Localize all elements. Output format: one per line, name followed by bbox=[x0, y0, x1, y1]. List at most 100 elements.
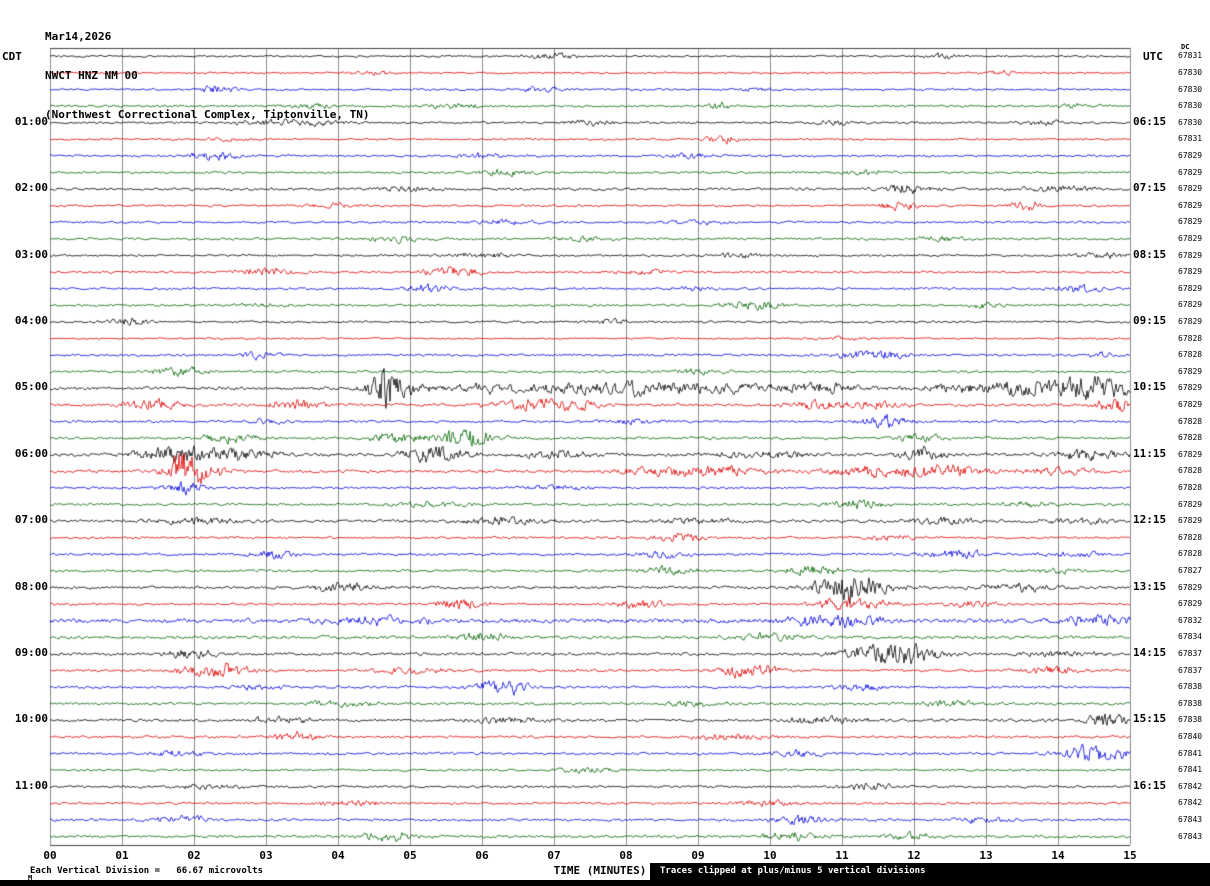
dc-value: 67828 bbox=[1178, 482, 1203, 492]
dc-value: 67838 bbox=[1178, 698, 1203, 708]
minute-tick-label: 15 bbox=[1123, 849, 1137, 862]
utc-hour-label: 14:15 bbox=[1133, 645, 1167, 659]
dc-value: 67829 bbox=[1178, 217, 1203, 227]
cdt-hour-label: 09:00 bbox=[14, 645, 48, 659]
minute-tick-label: 10 bbox=[763, 849, 777, 862]
cdt-hour-label: 01:00 bbox=[14, 114, 48, 128]
dc-value: 67828 bbox=[1178, 350, 1203, 360]
minute-tick-label: 13 bbox=[979, 849, 993, 862]
dc-value: 67828 bbox=[1178, 549, 1203, 559]
cdt-hour-label: 03:00 bbox=[14, 247, 48, 261]
minute-tick-label: 01 bbox=[115, 849, 129, 862]
dc-value: 67829 bbox=[1178, 599, 1203, 609]
dc-value: 67829 bbox=[1178, 233, 1203, 243]
dc-value: 67842 bbox=[1178, 798, 1203, 808]
dc-value: 67829 bbox=[1178, 283, 1203, 293]
minute-tick-label: 02 bbox=[187, 849, 201, 862]
minute-tick-label: 12 bbox=[907, 849, 921, 862]
dc-value: 67832 bbox=[1178, 615, 1203, 625]
plot-header: Mar14,2026 NWCT HNZ NM 00 (Northwest Cor… bbox=[45, 4, 370, 147]
utc-hour-label: 15:15 bbox=[1133, 712, 1167, 726]
minute-tick-label: 11 bbox=[835, 849, 849, 862]
dc-value: 67828 bbox=[1178, 532, 1203, 542]
cdt-hour-label: 04:00 bbox=[14, 313, 48, 327]
minute-tick-label: 03 bbox=[259, 849, 273, 862]
dc-value: 67829 bbox=[1178, 150, 1203, 160]
dc-value: 67837 bbox=[1178, 648, 1203, 658]
dc-value: 67831 bbox=[1178, 51, 1203, 61]
utc-hour-label: 07:15 bbox=[1133, 181, 1167, 195]
cdt-hour-label: 08:00 bbox=[14, 579, 48, 593]
minute-tick-label: 09 bbox=[691, 849, 705, 862]
dc-value: 67829 bbox=[1178, 582, 1203, 592]
station-location: (Northwest Correctional Complex, Tiptonv… bbox=[45, 108, 370, 121]
dc-value: 67828 bbox=[1178, 333, 1203, 343]
dc-value: 67829 bbox=[1178, 250, 1203, 260]
dc-value: 67830 bbox=[1178, 67, 1203, 77]
minute-tick-label: 04 bbox=[331, 849, 345, 862]
dc-value: 67829 bbox=[1178, 167, 1203, 177]
clip-note: Traces clipped at plus/minus 5 vertical … bbox=[660, 866, 926, 876]
minute-tick-label: 06 bbox=[475, 849, 489, 862]
dc-value: 67841 bbox=[1178, 765, 1203, 775]
bottom-bar bbox=[0, 880, 1210, 886]
dc-value: 67829 bbox=[1178, 184, 1203, 194]
dc-column-label: DC bbox=[1181, 43, 1190, 51]
cdt-hour-label: 07:00 bbox=[14, 513, 48, 527]
dc-value: 67829 bbox=[1178, 267, 1203, 277]
utc-hour-label: 13:15 bbox=[1133, 579, 1167, 593]
utc-hour-label: 06:15 bbox=[1133, 114, 1167, 128]
dc-value: 67829 bbox=[1178, 300, 1203, 310]
dc-value: 67828 bbox=[1178, 416, 1203, 426]
dc-value: 67829 bbox=[1178, 200, 1203, 210]
station-id: NWCT HNZ NM 00 bbox=[45, 69, 138, 82]
minute-tick-label: 05 bbox=[403, 849, 417, 862]
cdt-hour-label: 11:00 bbox=[14, 778, 48, 792]
utc-hour-label: 12:15 bbox=[1133, 513, 1167, 527]
dc-value: 67829 bbox=[1178, 316, 1203, 326]
minute-tick-label: 14 bbox=[1051, 849, 1065, 862]
utc-hour-label: 11:15 bbox=[1133, 446, 1167, 460]
dc-value: 67837 bbox=[1178, 665, 1203, 675]
utc-hour-label: 16:15 bbox=[1133, 778, 1167, 792]
dc-value: 67828 bbox=[1178, 433, 1203, 443]
dc-value: 67829 bbox=[1178, 366, 1203, 376]
dc-value: 67829 bbox=[1178, 516, 1203, 526]
right-timezone-label: UTC bbox=[1143, 50, 1163, 63]
dc-value: 67841 bbox=[1178, 748, 1203, 758]
dc-value: 67829 bbox=[1178, 399, 1203, 409]
dc-value: 67834 bbox=[1178, 632, 1203, 642]
utc-hour-label: 08:15 bbox=[1133, 247, 1167, 261]
left-timezone-label: CDT bbox=[2, 50, 22, 63]
minute-tick-label: 00 bbox=[43, 849, 57, 862]
dc-value: 67842 bbox=[1178, 781, 1203, 791]
dc-value: 67829 bbox=[1178, 499, 1203, 509]
dc-value: 67827 bbox=[1178, 565, 1203, 575]
minute-tick-label: 08 bbox=[619, 849, 633, 862]
scale-note: Each Vertical Division = 66.67 microvolt… bbox=[30, 866, 263, 876]
dc-value: 67840 bbox=[1178, 731, 1203, 741]
dc-value: 67843 bbox=[1178, 814, 1203, 824]
dc-value: 67830 bbox=[1178, 101, 1203, 111]
clip-note-band: Traces clipped at plus/minus 5 vertical … bbox=[650, 863, 1210, 880]
utc-hour-label: 09:15 bbox=[1133, 313, 1167, 327]
x-axis-title: TIME (MINUTES) bbox=[553, 864, 647, 877]
dc-value: 67830 bbox=[1178, 117, 1203, 127]
dc-value: 67838 bbox=[1178, 682, 1203, 692]
logo-mark: M bbox=[28, 874, 33, 882]
cdt-hour-label: 02:00 bbox=[14, 181, 48, 195]
dc-value: 67828 bbox=[1178, 466, 1203, 476]
utc-hour-label: 10:15 bbox=[1133, 380, 1167, 394]
dc-value: 67829 bbox=[1178, 383, 1203, 393]
dc-value: 67829 bbox=[1178, 449, 1203, 459]
dc-value: 67843 bbox=[1178, 831, 1203, 841]
cdt-hour-label: 05:00 bbox=[14, 380, 48, 394]
dc-value: 67831 bbox=[1178, 134, 1203, 144]
cdt-hour-label: 10:00 bbox=[14, 712, 48, 726]
dc-value: 67838 bbox=[1178, 715, 1203, 725]
minute-tick-label: 07 bbox=[547, 849, 561, 862]
record-date: Mar14,2026 bbox=[45, 30, 112, 43]
dc-value: 67830 bbox=[1178, 84, 1203, 94]
